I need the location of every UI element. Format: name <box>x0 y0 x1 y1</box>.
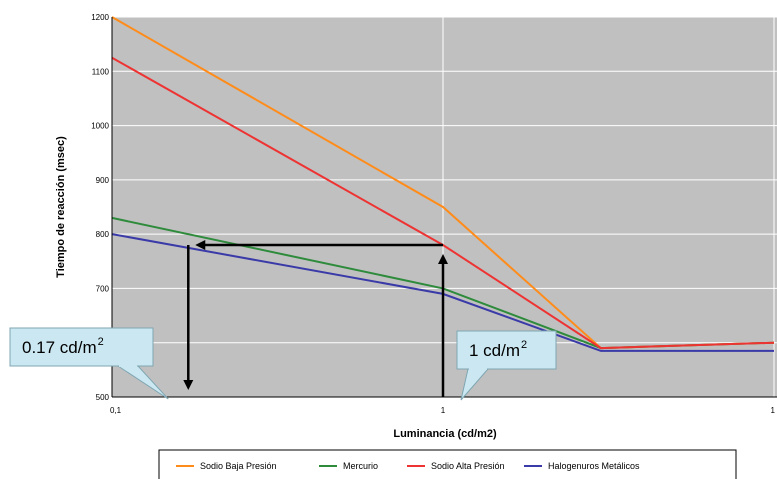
callouts: 0.17 cd/m 2 1 cd/m 2 <box>9 327 557 401</box>
legend-item-3: Halogenuros Metálicos <box>524 461 640 471</box>
legend-item-0: Sodio Baja Presión <box>176 461 277 471</box>
x-tick-labels: 0,1 1 1 <box>110 406 776 415</box>
x-tick-label: 1 <box>441 406 446 415</box>
y-axis-title: Tiempo de reacción (msec) <box>55 136 67 278</box>
callout-superscript: 2 <box>521 339 527 351</box>
x-tick-label: 1 <box>771 406 776 415</box>
callout-label: 0.17 cd/m <box>22 338 97 357</box>
callout-label: 1 cd/m <box>469 341 520 360</box>
y-tick-label: 700 <box>96 284 110 293</box>
x-tick-label: 0,1 <box>110 406 122 415</box>
reference-arrows <box>183 240 448 397</box>
legend-label: Sodio Alta Presión <box>431 461 505 471</box>
legend-label: Halogenuros Metálicos <box>548 461 640 471</box>
x-axis-title: Luminancia (cd/m2) <box>393 428 497 440</box>
callout-box <box>9 327 154 367</box>
legend: Sodio Baja Presión Mercurio Sodio Alta Pre… <box>158 449 737 479</box>
y-tick-label: 900 <box>96 176 110 185</box>
callout-1: 1 cd/m 2 <box>456 330 557 401</box>
legend-item-2: Sodio Alta Presión <box>407 461 505 471</box>
callout-0: 0.17 cd/m 2 <box>9 327 169 400</box>
y-tick-label: 1200 <box>91 13 109 22</box>
legend-item-1: Mercurio <box>319 461 378 471</box>
callout-superscript: 2 <box>98 336 104 348</box>
legend-label: Mercurio <box>343 461 378 471</box>
y-tick-label: 800 <box>96 230 110 239</box>
legend-label: Sodio Baja Presión <box>200 461 277 471</box>
callout-box <box>456 330 557 370</box>
series-lines <box>111 16 775 352</box>
y-tick-label: 1100 <box>92 67 110 76</box>
legend-box <box>158 449 737 479</box>
legend-items: Sodio Baja Presión Mercurio Sodio Alta Pre… <box>176 461 640 471</box>
y-tick-label: 1000 <box>91 122 109 131</box>
series-line-3 <box>111 233 774 352</box>
y-tick-label: 500 <box>96 393 110 402</box>
series-line-2 <box>111 56 775 350</box>
